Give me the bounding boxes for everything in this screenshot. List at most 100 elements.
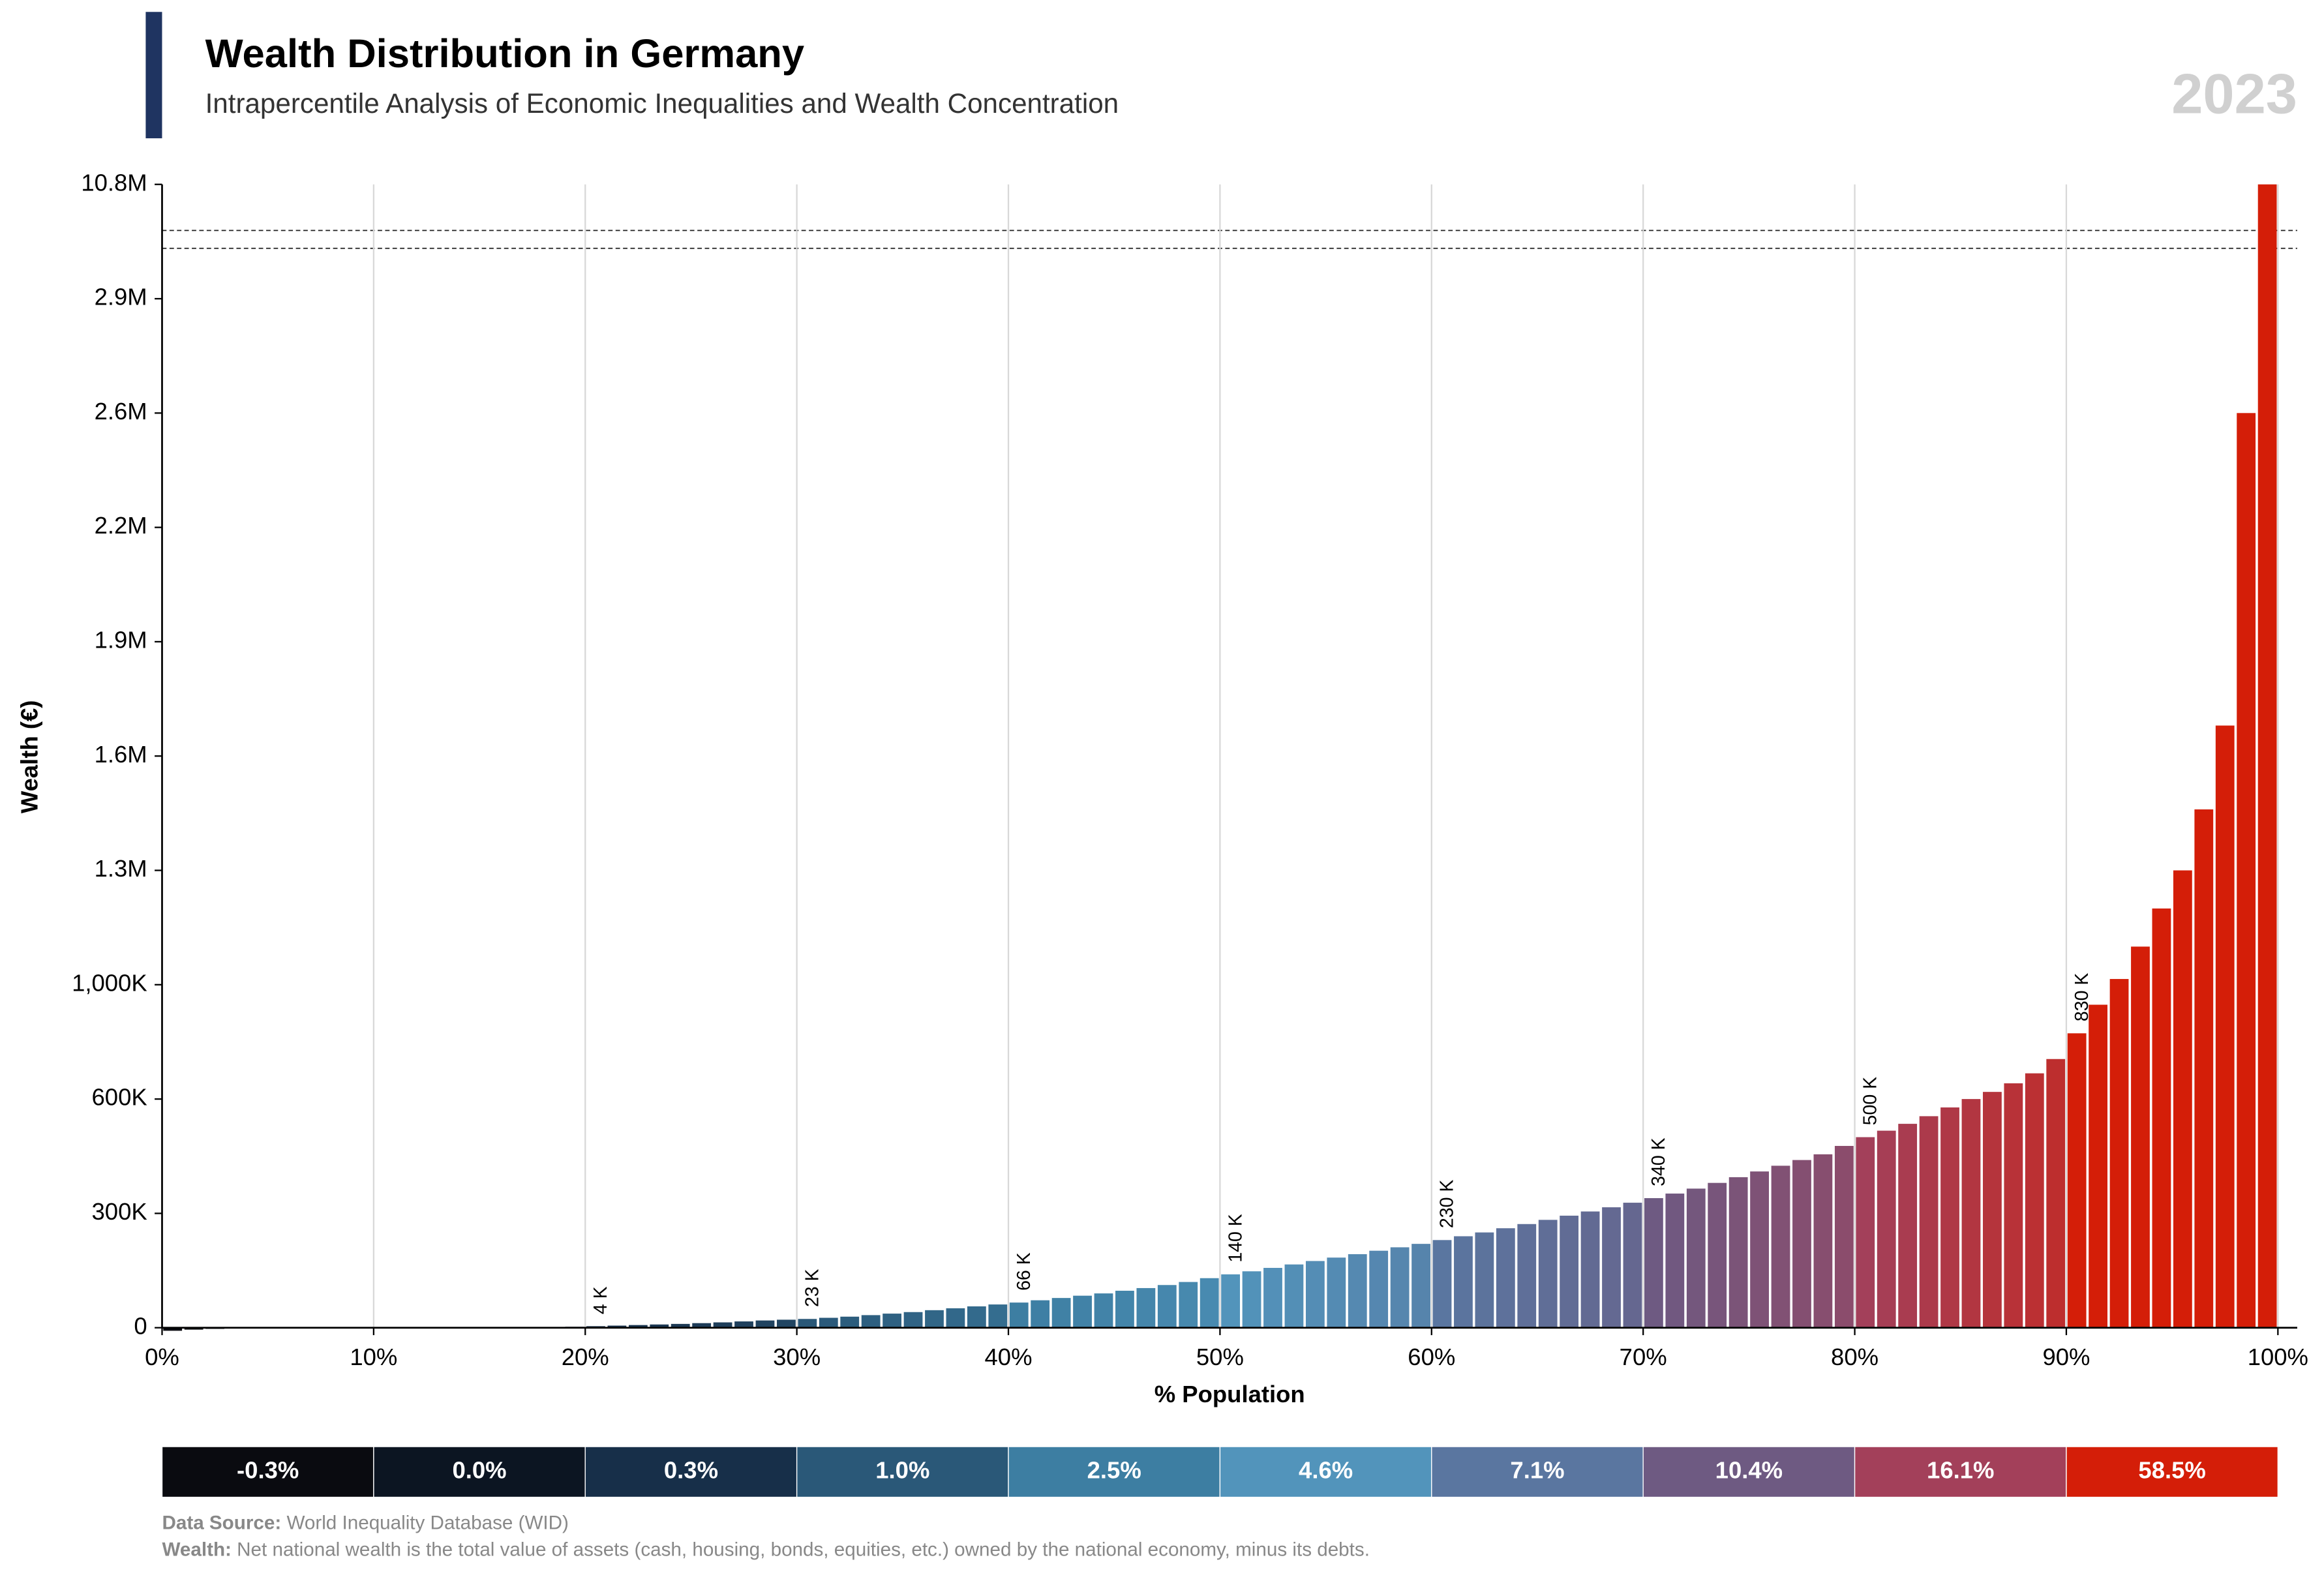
bar bbox=[1051, 1298, 1071, 1328]
bar bbox=[184, 1327, 204, 1330]
share-box bbox=[1642, 1446, 1856, 1498]
share-label: 1.0% bbox=[875, 1456, 929, 1483]
value-label: 230 K bbox=[1437, 1180, 1458, 1228]
x-tick-label: 60% bbox=[1408, 1344, 1455, 1370]
bar bbox=[1771, 1165, 1790, 1328]
footer-source: Data Source: World Inequality Database (… bbox=[162, 1512, 568, 1533]
bar bbox=[1094, 1293, 1113, 1328]
x-tick-label: 50% bbox=[1196, 1344, 1244, 1370]
title-accent bbox=[145, 12, 162, 139]
bar bbox=[1348, 1254, 1367, 1328]
bar bbox=[1898, 1124, 1918, 1328]
share-box bbox=[161, 1446, 374, 1498]
bar bbox=[2004, 1083, 2023, 1328]
bar bbox=[1200, 1278, 1219, 1328]
bar bbox=[2067, 1033, 2087, 1328]
y-tick-label: 1.6M bbox=[95, 741, 147, 768]
bar bbox=[1369, 1250, 1389, 1328]
y-tick-label: 1.9M bbox=[95, 627, 147, 654]
bar bbox=[777, 1319, 796, 1328]
share-label: -0.3% bbox=[237, 1456, 299, 1483]
bar bbox=[1242, 1271, 1261, 1328]
bar bbox=[1708, 1182, 1727, 1328]
y-tick-label: 2.6M bbox=[95, 398, 147, 425]
y-tick-label: 300K bbox=[92, 1198, 147, 1225]
bar bbox=[925, 1310, 944, 1328]
bar bbox=[2215, 725, 2235, 1328]
bar bbox=[2152, 908, 2171, 1328]
x-tick-label: 40% bbox=[985, 1344, 1033, 1370]
bar bbox=[1580, 1211, 1600, 1328]
bar bbox=[2194, 809, 2214, 1328]
chart-subtitle: Intrapercentile Analysis of Economic Ine… bbox=[205, 88, 1119, 119]
bar bbox=[1560, 1215, 1579, 1328]
value-label: 23 K bbox=[802, 1269, 823, 1307]
x-tick-label: 90% bbox=[2042, 1344, 2090, 1370]
bar bbox=[1073, 1295, 1092, 1328]
bar bbox=[1263, 1267, 1282, 1328]
share-label: 58.5% bbox=[2138, 1456, 2205, 1483]
bar bbox=[628, 1325, 648, 1328]
bar bbox=[2131, 946, 2150, 1328]
share-box bbox=[1854, 1446, 2067, 1498]
bar bbox=[861, 1315, 881, 1328]
share-box bbox=[2066, 1446, 2279, 1498]
bar bbox=[1750, 1171, 1769, 1328]
bar bbox=[1856, 1137, 1875, 1328]
bar bbox=[988, 1304, 1008, 1328]
bar bbox=[734, 1321, 753, 1328]
bar bbox=[755, 1320, 775, 1328]
y-tick-label: 1,000K bbox=[72, 969, 147, 996]
bar bbox=[1031, 1300, 1050, 1328]
bar bbox=[2257, 184, 2277, 1328]
x-tick-label: 80% bbox=[1831, 1344, 1879, 1370]
value-label: 66 K bbox=[1014, 1252, 1034, 1291]
bar bbox=[1496, 1228, 1515, 1328]
y-axis-title: Wealth (€) bbox=[16, 700, 43, 814]
bar bbox=[1792, 1160, 1811, 1328]
bar bbox=[650, 1324, 669, 1328]
bar bbox=[2046, 1059, 2066, 1328]
bar bbox=[1919, 1116, 1939, 1328]
share-label: 10.4% bbox=[1715, 1456, 1783, 1483]
bar bbox=[1686, 1188, 1706, 1328]
bar bbox=[1813, 1154, 1833, 1328]
bar bbox=[2173, 870, 2192, 1328]
bar bbox=[1644, 1198, 1663, 1328]
bar bbox=[798, 1319, 817, 1328]
bar bbox=[1517, 1224, 1537, 1328]
footer-text: Net national wealth is the total value o… bbox=[237, 1539, 1370, 1560]
bar bbox=[946, 1308, 965, 1328]
x-tick-label: 0% bbox=[145, 1344, 179, 1370]
bar bbox=[671, 1323, 690, 1328]
bar bbox=[1136, 1287, 1156, 1328]
y-tick-label: 600K bbox=[92, 1084, 147, 1111]
share-label: 0.3% bbox=[664, 1456, 718, 1483]
bar bbox=[1623, 1203, 1642, 1328]
bar bbox=[819, 1317, 838, 1328]
share-label: 4.6% bbox=[1299, 1456, 1353, 1483]
y-tick-label: 0 bbox=[134, 1312, 147, 1339]
x-tick-label: 20% bbox=[562, 1344, 609, 1370]
bar bbox=[2025, 1073, 2044, 1328]
bar bbox=[1940, 1107, 1959, 1328]
bar bbox=[1411, 1244, 1430, 1328]
bar bbox=[692, 1323, 712, 1328]
share-box bbox=[1219, 1446, 1432, 1498]
bar bbox=[2237, 413, 2256, 1328]
bar bbox=[1961, 1099, 1981, 1328]
bar bbox=[1327, 1257, 1346, 1328]
footer-text: World Inequality Database (WID) bbox=[286, 1512, 568, 1533]
bar bbox=[1665, 1194, 1685, 1328]
share-label: 0.0% bbox=[452, 1456, 506, 1483]
y-tick-label: 10.8M bbox=[81, 169, 147, 196]
bar bbox=[1221, 1274, 1241, 1328]
y-tick-label: 2.2M bbox=[95, 512, 147, 539]
bar bbox=[1877, 1130, 1896, 1328]
x-tick-label: 100% bbox=[2248, 1344, 2308, 1370]
bar bbox=[1432, 1240, 1452, 1328]
bar bbox=[1009, 1302, 1029, 1328]
bar bbox=[163, 1327, 183, 1331]
share-label: 16.1% bbox=[1927, 1456, 1994, 1483]
